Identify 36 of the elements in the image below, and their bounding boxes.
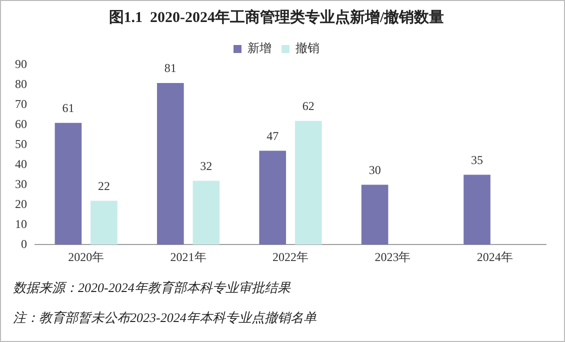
bar (259, 150, 286, 245)
x-tick-label: 2023年 (374, 250, 411, 264)
y-tick-label: 90 (15, 57, 27, 72)
x-tick-label: 2024年 (476, 250, 513, 264)
data-label: 81 (164, 61, 176, 76)
bar (361, 184, 388, 245)
y-tick-label: 80 (15, 77, 27, 92)
text: 注：教育部暂未公布2023-2024年本科专业点撤销名单 (13, 309, 316, 327)
bar (54, 122, 82, 245)
y-tick-label: 40 (15, 156, 27, 171)
y-tick-label: 50 (15, 136, 27, 151)
chart-title: 图1.1 2020-2024年工商管理类专业点新增/撤销数量 (108, 8, 444, 26)
bar (157, 82, 184, 245)
data-label: 62 (302, 99, 314, 114)
data-label: 32 (200, 158, 212, 173)
x-tick-label: 2022年 (272, 250, 308, 264)
y-tick-label: 0 (21, 236, 27, 251)
y-tick-label: 20 (15, 196, 27, 211)
data-label: 35 (471, 152, 484, 167)
bar (464, 174, 490, 245)
data-label: 47 (266, 128, 279, 143)
data-label: 61 (62, 101, 74, 116)
x-tick-label: 2020年 (68, 250, 104, 264)
y-tick-label: 70 (15, 97, 27, 112)
y-tick-label: 10 (15, 216, 27, 231)
bar (90, 200, 118, 245)
data-label: 22 (98, 178, 110, 193)
bar (294, 120, 322, 245)
legend-label: 新增 (248, 41, 272, 56)
source-note: 数据来源：2020-2024年教育部本科专业审批结果 (13, 279, 290, 297)
y-tick-label: 30 (15, 176, 27, 191)
y-tick-label: 60 (15, 117, 27, 132)
x-tick-label: 2021年 (170, 250, 206, 264)
data-label: 30 (368, 162, 381, 177)
legend-label: 撤销 (296, 41, 320, 56)
bar (192, 180, 220, 245)
